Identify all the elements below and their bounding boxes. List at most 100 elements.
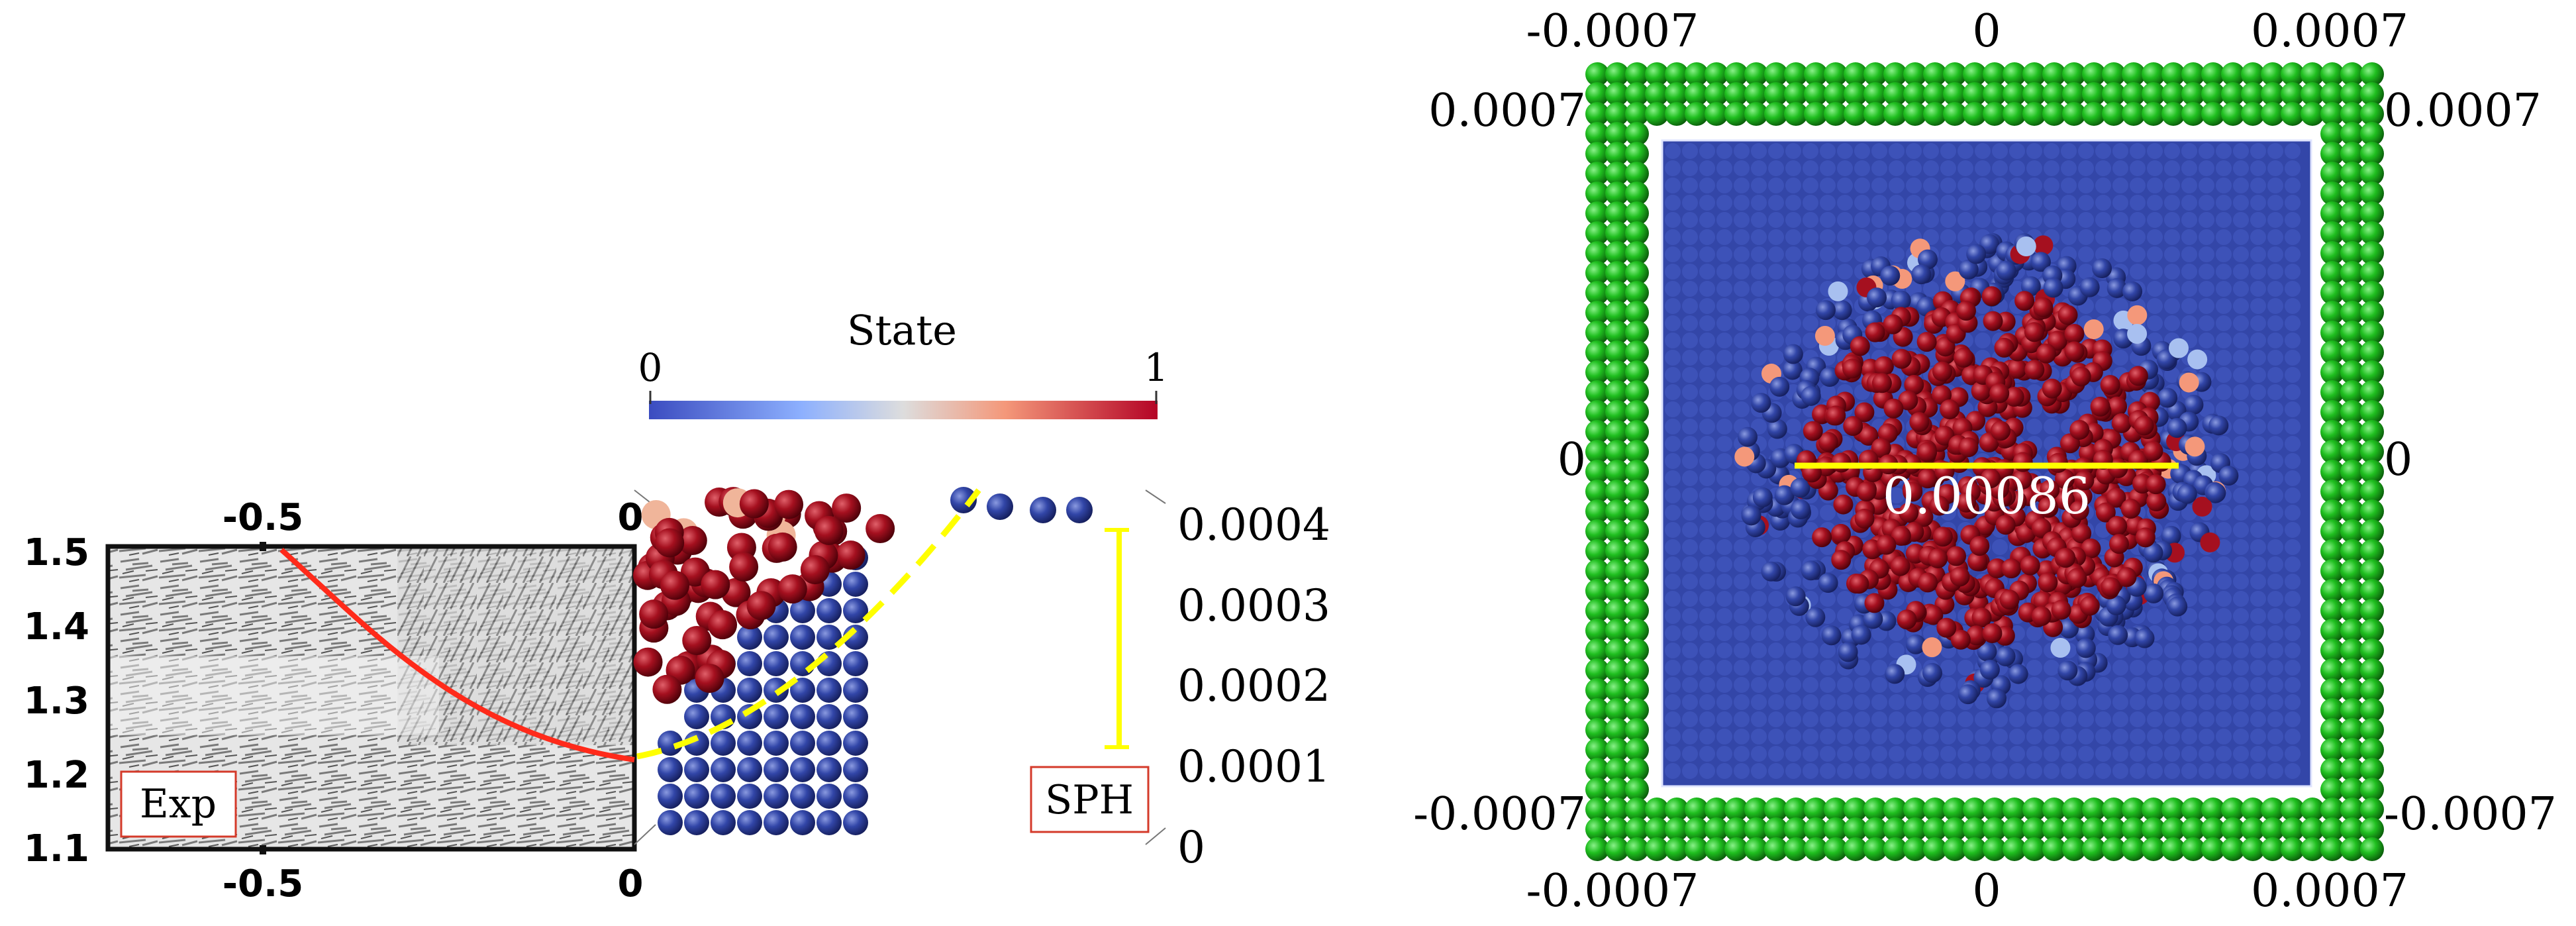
- substrate-particle: [1803, 711, 1818, 727]
- substrate-particle: [1785, 298, 1801, 314]
- substrate-particle: [2233, 591, 2249, 607]
- substrate-particle: [1975, 763, 1991, 779]
- wall-particle: [1625, 698, 1649, 722]
- wall-particle: [2320, 698, 2344, 722]
- wall-particle: [1585, 678, 1609, 702]
- wall-particle: [2320, 122, 2344, 146]
- wall-particle: [1625, 301, 1649, 325]
- substrate-particle: [2112, 178, 2128, 193]
- substrate-particle: [2233, 539, 2249, 555]
- substrate-particle: [2009, 195, 2025, 211]
- substrate-particle: [2233, 488, 2249, 503]
- transition-particle: [1987, 688, 2007, 709]
- substrate-particle: [2216, 178, 2232, 193]
- substrate-particle: [1665, 436, 1681, 452]
- substrate-particle: [1923, 229, 1939, 245]
- wall-particle: [2241, 837, 2265, 861]
- substrate-particle: [1820, 694, 1836, 710]
- substrate-particle: [790, 625, 815, 650]
- wall-particle: [1605, 360, 1629, 384]
- melt-particle: [2079, 595, 2100, 616]
- transition-particle: [1922, 637, 1942, 658]
- substrate-particle: [2026, 178, 2042, 193]
- wall-particle: [1625, 639, 1649, 662]
- substrate-particle: [1820, 729, 1836, 745]
- substrate-particle: [1734, 470, 1750, 486]
- wall-particle: [1705, 102, 1728, 126]
- substrate-particle: [1665, 488, 1681, 503]
- substrate-particle: [2250, 315, 2266, 331]
- substrate-particle: [711, 810, 736, 835]
- substrate-particle: [2216, 350, 2232, 366]
- substrate-particle: [1751, 143, 1767, 159]
- wall-particle: [1943, 797, 1967, 821]
- substrate-particle: [2147, 143, 2163, 159]
- substrate-particle: [2078, 729, 2094, 745]
- wall-particle: [1605, 599, 1629, 623]
- substrate-particle: [1957, 160, 1973, 176]
- exp-label: Exp: [140, 781, 217, 827]
- bottom-tick-label: 0.0007: [2251, 865, 2408, 917]
- substrate-particle: [2267, 591, 2283, 607]
- substrate-particle: [1682, 246, 1698, 262]
- melt-particle: [2012, 469, 2032, 489]
- substrate-particle: [2250, 229, 2266, 245]
- wall-particle: [1923, 817, 1947, 841]
- substrate-particle: [1785, 160, 1801, 176]
- wall-particle: [1605, 241, 1629, 265]
- wall-particle: [1625, 837, 1649, 861]
- substrate-particle: [2026, 694, 2042, 710]
- wall-particle: [2340, 62, 2364, 86]
- wall-particle: [2340, 440, 2364, 464]
- substrate-particle: [817, 678, 842, 703]
- substrate-particle: [2078, 195, 2094, 211]
- surface-particle: [1066, 497, 1093, 523]
- melt-particle: [1966, 625, 1987, 646]
- substrate-particle: [2147, 711, 2163, 727]
- wall-particle: [2360, 797, 2384, 821]
- substrate-particle: [737, 784, 762, 809]
- melt-particle: [1833, 494, 1854, 515]
- melt-particle: [2014, 291, 2035, 311]
- substrate-particle: [2061, 143, 2077, 159]
- substrate-particle: [2267, 212, 2283, 228]
- substrate-particle: [2130, 195, 2146, 211]
- substrate-particle: [2267, 608, 2283, 624]
- substrate-particle: [790, 704, 815, 729]
- transition-particle: [2016, 236, 2036, 257]
- substrate-particle: [2009, 160, 2025, 176]
- substrate-particle: [2250, 505, 2266, 521]
- substrate-particle: [2216, 384, 2232, 400]
- melt-particle: [1987, 558, 2007, 579]
- substrate-particle: [1716, 660, 1732, 676]
- wall-particle: [2261, 837, 2285, 861]
- substrate-particle: [2285, 694, 2301, 710]
- wall-particle: [1764, 797, 1788, 821]
- melt-particle: [2054, 468, 2075, 489]
- melt-particle: [777, 574, 807, 604]
- wall-particle: [2142, 817, 2165, 841]
- substrate-particle: [1699, 677, 1715, 693]
- substrate-particle: [1665, 246, 1681, 262]
- wall-particle: [2360, 82, 2384, 106]
- substrate-particle: [1975, 729, 1991, 745]
- melt-particle: [1831, 452, 1852, 473]
- melt-particle: [1946, 546, 1967, 566]
- colorbar-gradient: [649, 401, 1158, 419]
- melt-particle: [1981, 286, 2002, 307]
- substrate-particle: [1871, 729, 1887, 745]
- substrate-particle: [1665, 711, 1681, 727]
- substrate-particle: [1906, 694, 1922, 710]
- wall-particle: [1585, 321, 1609, 344]
- melt-particle: [1918, 572, 1938, 593]
- substrate-particle: [2216, 436, 2232, 452]
- wall-particle: [1665, 797, 1689, 821]
- wall-particle: [1605, 261, 1629, 285]
- substrate-particle: [2147, 315, 2163, 331]
- melt-particle: [2081, 539, 2101, 559]
- wall-particle: [1605, 440, 1629, 464]
- substrate-particle: [2078, 763, 2094, 779]
- substrate-particle: [1665, 350, 1681, 366]
- substrate-particle: [2233, 264, 2249, 280]
- melt-particle: [832, 493, 862, 523]
